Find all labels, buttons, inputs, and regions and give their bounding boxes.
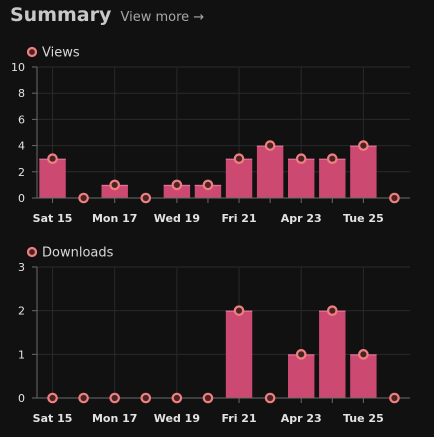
views-x-tick-label: Apr 23 [281,212,322,225]
downloads-x-tick-label: Sat 15 [33,412,73,425]
views-point[interactable] [202,179,214,191]
downloads-x-tick-label: Wed 19 [154,412,200,425]
downloads-point[interactable] [171,392,183,404]
views-point[interactable] [295,153,307,164]
views-legend[interactable]: Views [26,46,80,61]
views-legend-label: Views [42,46,80,61]
downloads-point[interactable] [358,349,369,360]
downloads-y-tick-label: 0 [18,392,25,405]
downloads-point[interactable] [140,392,152,404]
downloads-y-tick-label: 3 [18,261,25,274]
downloads-legend-marker [26,246,38,258]
downloads-point[interactable] [109,392,121,404]
views-x-tick-label: Fri 21 [221,212,256,225]
downloads-bar[interactable] [319,310,346,398]
views-bar[interactable] [287,158,315,198]
downloads-bar[interactable] [225,310,253,398]
views-point[interactable] [140,192,152,204]
views-bar[interactable] [39,158,66,198]
downloads-point[interactable] [233,305,245,316]
views-point[interactable] [47,153,58,164]
views-point[interactable] [78,192,89,204]
downloads-legend-label: Downloads [42,246,114,261]
view-more-link[interactable]: View more → [120,10,205,25]
downloads-chart: Downloads 0 1 2 3 Sat 15 Mon 17 Wed 19 Fri 21 Apr… [18,246,410,425]
views-y-tick-label: 2 [18,166,25,179]
views-point[interactable] [233,153,245,164]
downloads-point[interactable] [326,305,338,316]
downloads-x-tick-label: Mon 17 [92,412,137,425]
downloads-point[interactable] [295,349,307,360]
downloads-x-tick-label: Fri 21 [221,412,256,425]
downloads-y-tick-label: 2 [18,305,25,318]
summary-header: Summary View more → [10,4,204,32]
views-y-tick-label: 0 [18,192,25,205]
views-chart: Views 0 2 4 6 8 10 Sat 15 Mon 17 Wed 19 Fri 21 Apr … [11,46,410,225]
views-point[interactable] [264,140,276,151]
views-x-tick-label: Sat 15 [33,212,73,225]
downloads-point[interactable] [202,392,214,404]
views-bar[interactable] [256,145,284,198]
views-x-tick-label: Mon 17 [92,212,137,225]
views-grid [37,66,410,199]
downloads-x-tick-label: Tue 25 [343,412,384,425]
downloads-point[interactable] [389,392,400,404]
page-title: Summary [10,4,112,26]
downloads-point[interactable] [78,392,89,404]
views-bar[interactable] [101,184,128,198]
views-bar[interactable] [350,145,377,198]
views-point[interactable] [171,179,183,191]
downloads-point[interactable] [264,392,276,404]
downloads-point[interactable] [47,392,58,404]
views-bar[interactable] [163,184,191,198]
views-point[interactable] [109,179,121,191]
views-y-tick-label: 8 [18,87,25,100]
views-point[interactable] [326,153,338,164]
downloads-x-tick-label: Apr 23 [281,412,322,425]
downloads-bar[interactable] [350,354,377,398]
downloads-legend[interactable]: Downloads [26,246,114,261]
views-bar[interactable] [194,184,222,198]
views-y-tick-label: 4 [18,140,25,153]
downloads-bar[interactable] [287,354,315,398]
views-point[interactable] [389,192,400,204]
views-y-tick-label: 6 [18,113,25,126]
views-bar[interactable] [319,158,346,198]
views-point[interactable] [358,140,369,151]
views-legend-marker [26,46,38,58]
views-x-tick-label: Tue 25 [343,212,384,225]
views-bar[interactable] [225,158,253,198]
views-y-tick-label: 10 [11,61,25,74]
downloads-y-tick-label: 1 [18,348,25,361]
views-x-tick-label: Wed 19 [154,212,200,225]
